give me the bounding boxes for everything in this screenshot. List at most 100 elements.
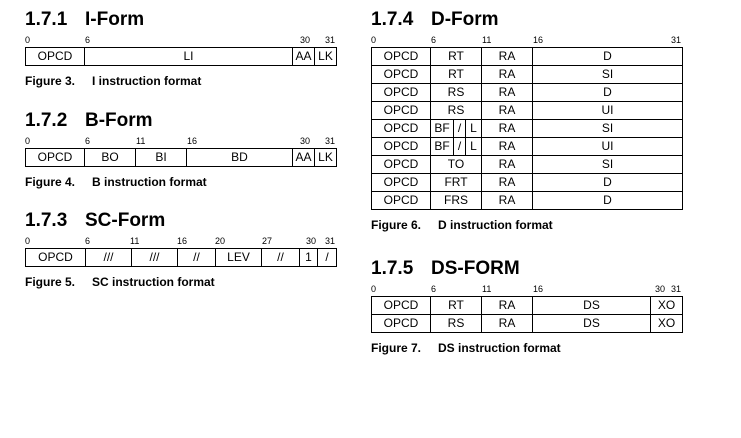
field-cell: OPCD [371, 119, 431, 138]
field-cell: OPCD [371, 296, 431, 315]
bit-label: 16 [187, 136, 198, 146]
table-row: OPCD /// /// // LEV // 1 / [25, 248, 337, 267]
section-number: 1.7.4 [371, 9, 414, 30]
bit-label: 11 [482, 284, 492, 294]
field-cell: / [453, 119, 466, 138]
section-title: D-Form [431, 9, 499, 30]
field-cell: TO [430, 155, 482, 174]
field-cell: FRS [430, 191, 482, 210]
figure-label: Figure 5. [25, 275, 76, 289]
field-cell: RA [481, 155, 533, 174]
field-cell: // [261, 248, 300, 267]
field-cell: RT [430, 296, 482, 315]
instruction-format-table: OPCD RT RA D OPCD RT RA SI OPCD RS RA D … [371, 47, 683, 210]
field-cell: OPCD [371, 173, 431, 192]
bit-label: 20 [215, 236, 226, 246]
section-heading: 1.7.2 B-Form [25, 110, 337, 132]
bit-label: 6 [431, 284, 437, 294]
bit-label: 16 [533, 35, 544, 45]
bit-label: 30 [300, 35, 311, 45]
section-title: I-Form [85, 9, 145, 30]
bit-positions: 0 6 11 16 31 [371, 35, 682, 47]
bit-label: 11 [136, 136, 146, 146]
field-cell: RT [430, 47, 482, 66]
figure-caption-text: I instruction format [92, 74, 202, 88]
table-row: OPCD BO BI BD AA LK [25, 148, 337, 167]
bit-positions: 0 6 30 31 [25, 35, 336, 47]
field-cell: OPCD [25, 47, 85, 66]
figure-caption: Figure 7. DS instruction format [371, 341, 683, 355]
field-cell: LEV [215, 248, 262, 267]
field-cell: RS [430, 101, 482, 120]
section-heading: 1.7.3 SC-Form [25, 210, 337, 232]
bit-label: 31 [325, 35, 336, 45]
field-cell: RA [481, 296, 533, 315]
field-cell: /// [85, 248, 132, 267]
table-row: OPCD BF / L RA UI [371, 137, 683, 156]
field-cell: RA [481, 47, 533, 66]
bit-label: 11 [482, 35, 492, 45]
figure-caption: Figure 5. SC instruction format [25, 275, 337, 289]
bit-label: 6 [431, 35, 437, 45]
table-row: OPCD BF / L RA SI [371, 119, 683, 138]
field-cell: OPCD [371, 137, 431, 156]
figure-label: Figure 3. [25, 74, 76, 88]
section-title: SC-Form [85, 210, 166, 231]
bit-label: 31 [671, 284, 682, 294]
field-cell: OPCD [371, 65, 431, 84]
field-cell: RA [481, 173, 533, 192]
field-cell: / [453, 137, 466, 156]
field-cell: D [532, 173, 683, 192]
section-heading: 1.7.5 DS-FORM [371, 258, 683, 280]
field-cell: RA [481, 83, 533, 102]
table-row: OPCD TO RA SI [371, 155, 683, 174]
bit-label: 0 [25, 236, 31, 246]
section-d-form: 1.7.4 D-Form 0 6 11 16 31 OPCD RT RA D OP… [371, 9, 683, 232]
section-number: 1.7.3 [25, 210, 68, 231]
field-cell: OPCD [371, 83, 431, 102]
figure-caption-text: SC instruction format [92, 275, 215, 289]
bit-positions: 0 6 11 16 30 31 [25, 136, 336, 148]
section-i-form: 1.7.1 I-Form 0 6 30 31 OPCD LI AA LK Figu… [25, 9, 337, 88]
field-cell: RS [430, 83, 482, 102]
bit-label: 31 [671, 35, 682, 45]
instruction-format-table: OPCD /// /// // LEV // 1 / [25, 248, 337, 267]
field-cell: DS [532, 296, 651, 315]
field-cell: UI [532, 101, 683, 120]
field-cell: LI [84, 47, 293, 66]
section-title: DS-FORM [431, 258, 520, 279]
field-cell: LK [314, 148, 337, 167]
figure-label: Figure 6. [371, 218, 422, 232]
field-cell: RA [481, 119, 533, 138]
instruction-format-table: OPCD BO BI BD AA LK [25, 148, 337, 167]
field-cell: OPCD [371, 314, 431, 333]
section-title: B-Form [85, 110, 153, 131]
field-cell: RA [481, 191, 533, 210]
field-cell: L [465, 137, 482, 156]
bit-label: 0 [371, 35, 377, 45]
field-cell: RS [430, 314, 482, 333]
figure-label: Figure 4. [25, 175, 76, 189]
section-heading: 1.7.4 D-Form [371, 9, 683, 31]
instruction-format-table: OPCD LI AA LK [25, 47, 337, 66]
field-cell: SI [532, 119, 683, 138]
field-cell: /// [131, 248, 178, 267]
field-cell: BO [84, 148, 136, 167]
field-cell: AA [292, 47, 315, 66]
field-cell: SI [532, 155, 683, 174]
field-cell: RT [430, 65, 482, 84]
field-cell: BI [135, 148, 187, 167]
field-cell: OPCD [25, 148, 85, 167]
figure-label: Figure 7. [371, 341, 422, 355]
field-cell: FRT [430, 173, 482, 192]
field-cell: // [177, 248, 216, 267]
section-number: 1.7.1 [25, 9, 68, 30]
field-cell: LK [314, 47, 337, 66]
field-cell: BF [430, 137, 454, 156]
field-cell: 1 [299, 248, 318, 267]
bit-label: 0 [371, 284, 377, 294]
field-cell: OPCD [371, 191, 431, 210]
bit-label: 30 [306, 236, 317, 246]
table-row: OPCD FRT RA D [371, 173, 683, 192]
field-cell: AA [292, 148, 315, 167]
